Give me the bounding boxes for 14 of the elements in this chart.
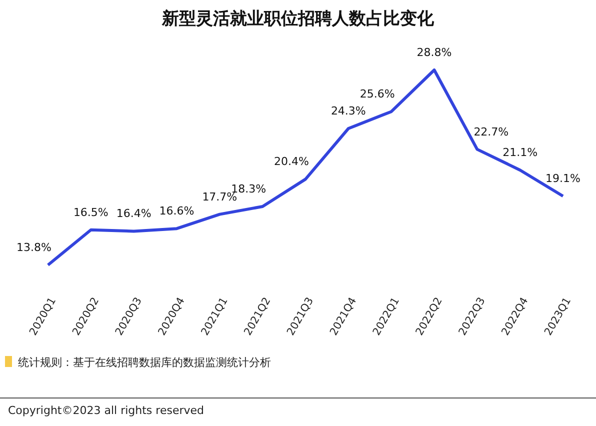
data-label: 16.4% (116, 207, 152, 220)
text: Copyright©2023 all rights reserved (8, 404, 204, 417)
text: 统计规则：基于在线招聘数据库的数据监测统计分析 (18, 356, 271, 369)
data-label: 16.5% (73, 206, 108, 219)
chart-title: 新型灵活就业职位招聘人数占比变化 (161, 9, 435, 29)
data-label: 22.7% (474, 125, 509, 138)
data-label: 19.1% (546, 172, 580, 186)
data-label: 13.8% (16, 241, 52, 254)
data-label: 25.6% (360, 88, 395, 101)
data-label: 28.8% (416, 46, 452, 59)
data-label: 16.6% (159, 204, 194, 218)
data-label: 21.1% (502, 146, 538, 160)
data-label: 20.4% (274, 155, 309, 168)
data-label: 24.3% (330, 104, 366, 118)
